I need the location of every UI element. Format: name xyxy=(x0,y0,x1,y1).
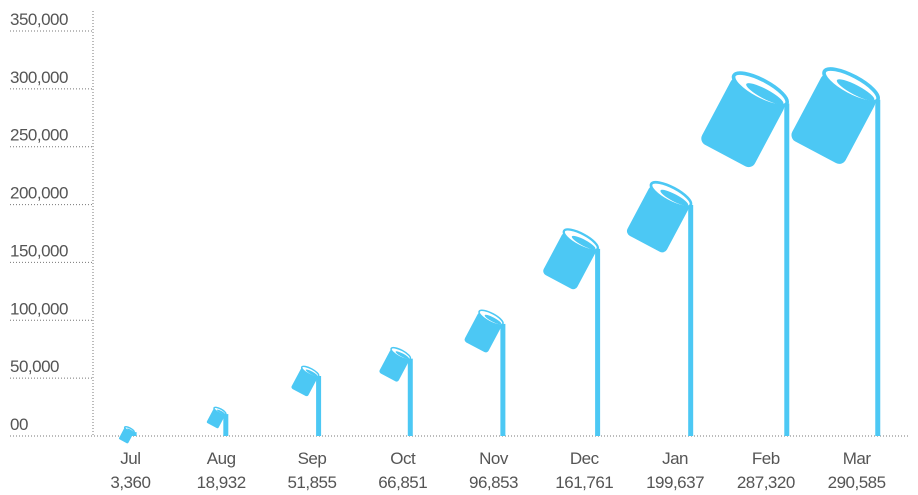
cup-liquid xyxy=(836,79,875,101)
y-tick-label: 300,000 xyxy=(10,68,68,87)
value-label: 96,853 xyxy=(469,473,518,492)
stream xyxy=(500,323,506,436)
y-tick-label: 00 xyxy=(10,415,28,434)
stream xyxy=(875,99,881,436)
cup-liquid xyxy=(126,428,134,433)
cup-liquid xyxy=(660,189,689,206)
value-label: 161,761 xyxy=(555,473,613,492)
value-label: 290,585 xyxy=(828,473,886,492)
stream xyxy=(223,414,229,436)
x-tick-label: Feb xyxy=(752,449,780,468)
x-tick-label: Aug xyxy=(207,449,236,468)
x-tick-label: Jan xyxy=(662,449,688,468)
value-label: 3,360 xyxy=(110,473,150,492)
y-tick-label: 200,000 xyxy=(10,184,68,203)
y-tick-label: 250,000 xyxy=(10,126,68,145)
cup-liquid xyxy=(395,351,410,360)
cup-liquid xyxy=(216,409,226,415)
cup xyxy=(464,309,504,353)
stream xyxy=(407,358,413,436)
cup xyxy=(118,425,135,444)
cup xyxy=(379,346,412,382)
stream xyxy=(131,432,137,436)
cup xyxy=(291,365,320,397)
x-tick-label: Dec xyxy=(570,449,600,468)
x-tick-label: Nov xyxy=(479,449,509,468)
x-tick-label: Jul xyxy=(120,449,140,468)
value-label: 287,320 xyxy=(737,473,795,492)
value-label: 51,855 xyxy=(287,473,336,492)
stream xyxy=(595,248,601,436)
value-label: 66,851 xyxy=(378,473,427,492)
x-tick-label: Oct xyxy=(390,449,416,468)
y-tick-label: 150,000 xyxy=(10,241,68,260)
value-label: 199,637 xyxy=(646,473,704,492)
cup-liquid xyxy=(746,83,784,105)
x-tick-label: Sep xyxy=(298,449,327,468)
stream xyxy=(316,375,322,436)
cup-liquid xyxy=(484,314,502,325)
y-tick-label: 100,000 xyxy=(10,299,68,318)
stream xyxy=(784,103,790,436)
cup-liquid xyxy=(571,235,596,250)
stream xyxy=(688,204,694,436)
cup xyxy=(701,71,789,168)
value-label: 18,932 xyxy=(197,473,246,492)
cup xyxy=(543,228,599,290)
y-tick-label: 350,000 xyxy=(10,10,68,29)
cup xyxy=(626,180,693,253)
cup xyxy=(791,67,880,164)
y-tick-label: 50,000 xyxy=(10,357,59,376)
cup xyxy=(206,406,227,429)
cup-liquid xyxy=(305,369,318,377)
x-tick-label: Mar xyxy=(843,449,872,468)
